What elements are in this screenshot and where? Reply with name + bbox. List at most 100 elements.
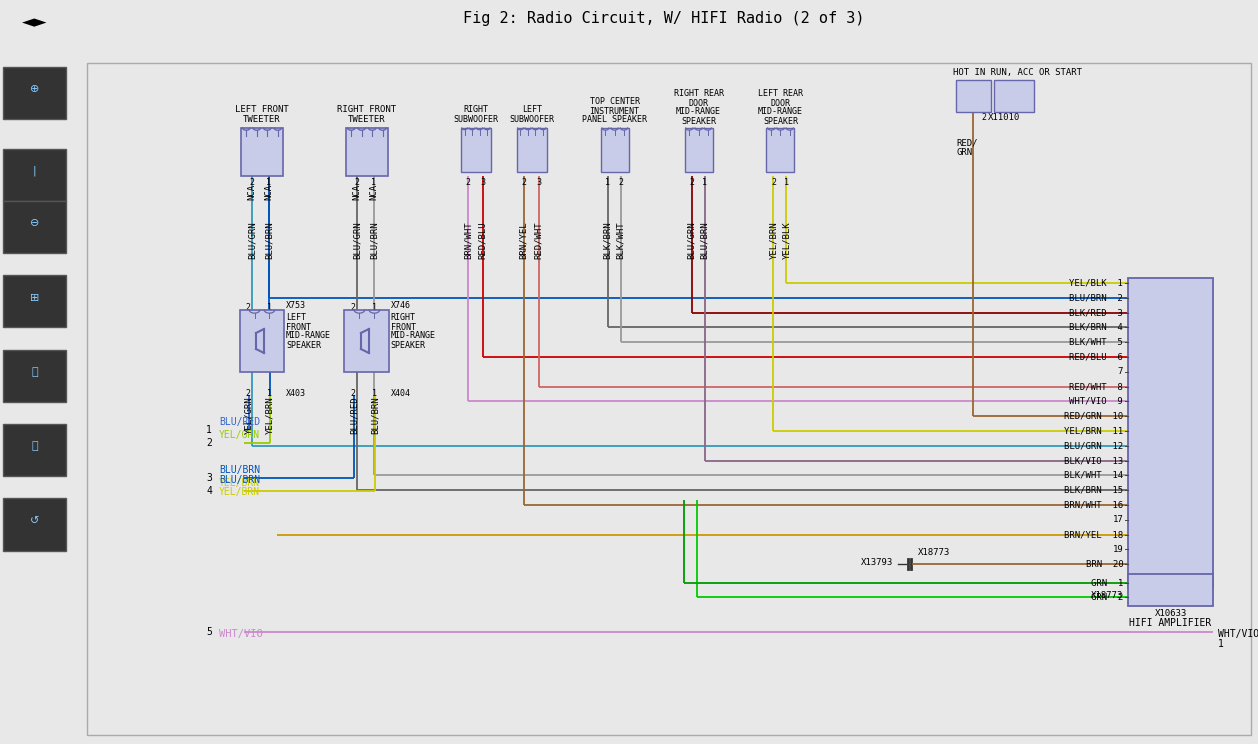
Text: X403: X403 bbox=[286, 388, 306, 397]
Bar bbox=[1128, 278, 1213, 588]
Text: BRN  20: BRN 20 bbox=[1086, 559, 1123, 568]
Text: WHT/VIO  9: WHT/VIO 9 bbox=[1069, 397, 1123, 406]
Text: 2: 2 bbox=[981, 114, 986, 123]
Text: X18773: X18773 bbox=[1091, 591, 1123, 600]
Text: 7: 7 bbox=[1118, 368, 1123, 376]
Text: WHT/VIO: WHT/VIO bbox=[219, 629, 263, 639]
Text: ⊕: ⊕ bbox=[30, 84, 39, 94]
Text: RIGHT REAR: RIGHT REAR bbox=[673, 89, 723, 98]
Text: 1: 1 bbox=[268, 388, 273, 397]
Text: X10633: X10633 bbox=[1155, 609, 1186, 618]
Text: WHT/VIO: WHT/VIO bbox=[1218, 629, 1258, 639]
Text: YEL/BLK: YEL/BLK bbox=[782, 221, 791, 259]
Text: 4: 4 bbox=[206, 486, 213, 496]
Text: REAR: REAR bbox=[996, 82, 1015, 91]
Text: 3: 3 bbox=[536, 178, 541, 187]
Text: BLK/WHT  14: BLK/WHT 14 bbox=[1064, 471, 1123, 480]
Text: BLU/RED: BLU/RED bbox=[350, 397, 359, 434]
Text: BLU/GRN: BLU/GRN bbox=[687, 221, 696, 259]
Text: 1: 1 bbox=[268, 304, 273, 312]
Text: BLK/RED  3: BLK/RED 3 bbox=[1069, 308, 1123, 317]
FancyBboxPatch shape bbox=[517, 128, 547, 172]
Text: RED/BLU: RED/BLU bbox=[478, 221, 487, 259]
Text: NCA: NCA bbox=[264, 184, 273, 200]
Text: 1: 1 bbox=[702, 178, 707, 187]
Text: YEL/GRN: YEL/GRN bbox=[244, 397, 254, 434]
FancyBboxPatch shape bbox=[239, 310, 284, 372]
Text: YEL/BRN: YEL/BRN bbox=[219, 478, 260, 488]
Text: 2: 2 bbox=[521, 178, 526, 187]
Text: BRN/WHT: BRN/WHT bbox=[463, 221, 472, 259]
Text: BLU/BRN: BLU/BRN bbox=[370, 397, 380, 434]
Text: X13793: X13793 bbox=[862, 558, 893, 567]
Text: NCA: NCA bbox=[370, 184, 379, 200]
Text: ◄►: ◄► bbox=[21, 13, 48, 31]
Text: 2: 2 bbox=[465, 178, 470, 187]
Text: BLU/GRN: BLU/GRN bbox=[352, 221, 361, 259]
Text: YEL/BRN: YEL/BRN bbox=[219, 487, 260, 497]
Text: RIGHT: RIGHT bbox=[463, 106, 488, 115]
Text: SUBWOOFER: SUBWOOFER bbox=[453, 115, 498, 124]
Text: 1: 1 bbox=[784, 178, 789, 187]
Text: 2: 2 bbox=[351, 304, 356, 312]
FancyBboxPatch shape bbox=[242, 128, 283, 176]
Bar bbox=[4, 149, 65, 201]
Text: NCA: NCA bbox=[248, 184, 257, 200]
Text: MID-RANGE: MID-RANGE bbox=[759, 107, 803, 117]
Text: INSTRUMENT: INSTRUMENT bbox=[590, 106, 639, 115]
Text: TWEETER: TWEETER bbox=[243, 115, 281, 124]
Text: GRN  1: GRN 1 bbox=[1091, 579, 1123, 588]
Text: FUSE: FUSE bbox=[960, 82, 979, 91]
Text: ✋: ✋ bbox=[31, 367, 38, 377]
Text: 5: 5 bbox=[206, 627, 213, 637]
Text: 2: 2 bbox=[689, 178, 694, 187]
FancyBboxPatch shape bbox=[684, 128, 712, 172]
Text: BRN/YEL  18: BRN/YEL 18 bbox=[1064, 530, 1123, 539]
Text: Fig 2: Radio Circuit, W/ HIFI Radio (2 of 3): Fig 2: Radio Circuit, W/ HIFI Radio (2 o… bbox=[463, 10, 864, 25]
Text: BLK/BRN: BLK/BRN bbox=[603, 221, 613, 259]
Text: TOP CENTER: TOP CENTER bbox=[590, 97, 639, 106]
Bar bbox=[1128, 574, 1213, 606]
Bar bbox=[994, 80, 1034, 112]
Text: NCA: NCA bbox=[352, 184, 361, 200]
Text: FRONT: FRONT bbox=[391, 322, 416, 332]
Text: BLK/VIO  13: BLK/VIO 13 bbox=[1064, 456, 1123, 465]
Text: 2: 2 bbox=[771, 178, 776, 187]
Text: X746: X746 bbox=[391, 301, 411, 310]
Text: 3: 3 bbox=[481, 178, 486, 187]
Text: BLU/RED: BLU/RED bbox=[219, 417, 260, 427]
Text: 30A: 30A bbox=[960, 97, 974, 106]
Text: 73: 73 bbox=[960, 90, 970, 99]
Text: FRONT: FRONT bbox=[286, 322, 311, 332]
Text: 2: 2 bbox=[245, 388, 250, 397]
Text: X18773: X18773 bbox=[918, 548, 951, 557]
Text: YEL/BRN  11: YEL/BRN 11 bbox=[1064, 426, 1123, 435]
Text: 1: 1 bbox=[1218, 639, 1224, 649]
Text: SPEAKER: SPEAKER bbox=[764, 117, 798, 126]
Text: 1: 1 bbox=[372, 304, 377, 312]
Text: 2: 2 bbox=[245, 304, 250, 312]
Text: 17: 17 bbox=[1112, 516, 1123, 525]
Bar bbox=[4, 201, 65, 253]
Text: RED/GRN  10: RED/GRN 10 bbox=[1064, 411, 1123, 420]
Text: HIFI AMPLIFIER: HIFI AMPLIFIER bbox=[1130, 618, 1211, 628]
Bar bbox=[4, 498, 65, 551]
Text: YEL/GRN: YEL/GRN bbox=[219, 430, 260, 440]
Text: X404: X404 bbox=[391, 388, 411, 397]
Text: HOLDER: HOLDER bbox=[996, 97, 1024, 106]
Text: LEFT: LEFT bbox=[286, 313, 306, 322]
Text: BLU/BRN  2: BLU/BRN 2 bbox=[1069, 293, 1123, 302]
Text: PANEL SPEAKER: PANEL SPEAKER bbox=[582, 115, 647, 124]
Text: RED/BLU  6: RED/BLU 6 bbox=[1069, 353, 1123, 362]
Text: 19: 19 bbox=[1112, 545, 1123, 554]
FancyBboxPatch shape bbox=[600, 128, 629, 172]
Text: BLU/GRN: BLU/GRN bbox=[248, 221, 257, 259]
Text: LEFT FRONT: LEFT FRONT bbox=[235, 106, 289, 115]
Text: 1: 1 bbox=[605, 178, 610, 187]
Text: BLU/BRN: BLU/BRN bbox=[219, 475, 260, 485]
Text: SPEAKER: SPEAKER bbox=[391, 341, 426, 350]
Text: X11010: X11010 bbox=[989, 114, 1020, 123]
Text: 2: 2 bbox=[618, 178, 623, 187]
Text: SPEAKER: SPEAKER bbox=[681, 117, 716, 126]
Text: YEL/BRN: YEL/BRN bbox=[265, 397, 274, 434]
